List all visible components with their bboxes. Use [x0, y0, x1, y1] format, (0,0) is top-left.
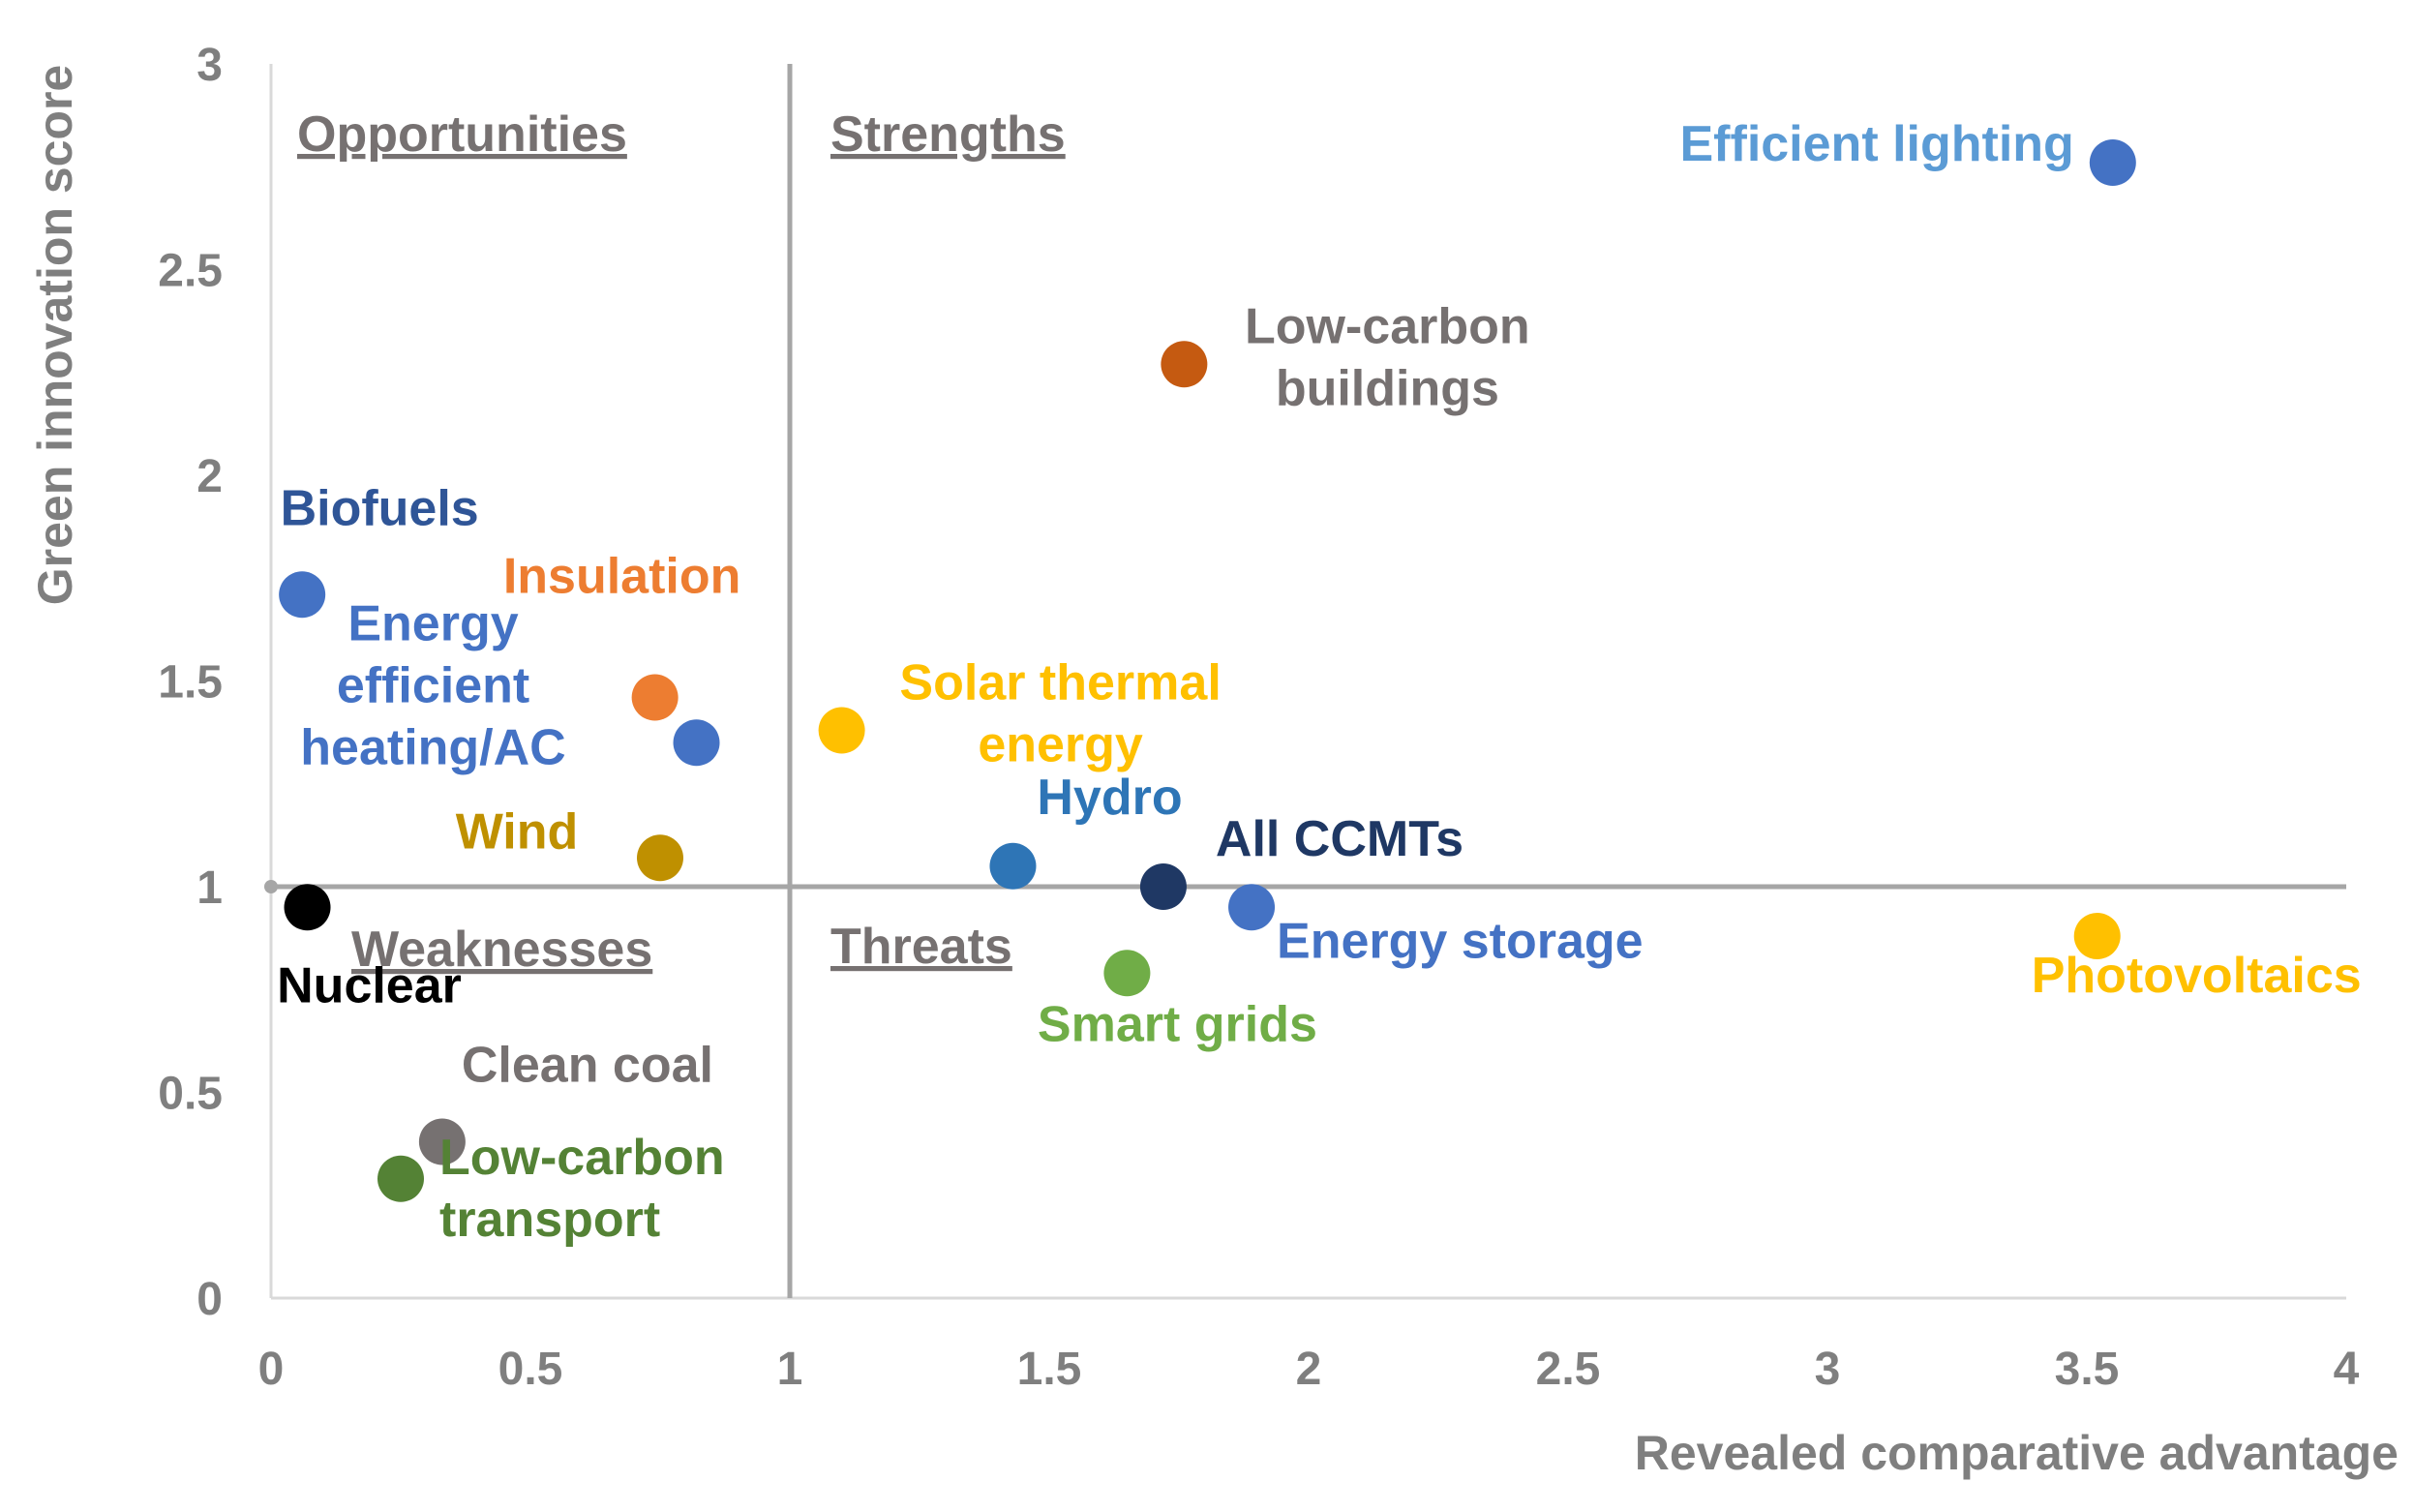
x-tick-label: 3.5 — [2055, 1344, 2120, 1395]
point-all-ccmts — [1139, 863, 1187, 910]
point-label-line: Wind — [456, 803, 579, 860]
point-label-line: energy — [978, 717, 1143, 773]
point-insulation — [631, 674, 679, 721]
point-label-line: efficient — [337, 657, 529, 713]
point-label-line: Hydro — [1037, 770, 1182, 826]
quadrant-labels: Opportunities Strengths Weaknesses Threats — [297, 106, 1066, 978]
x-tick-label: 0 — [258, 1344, 285, 1395]
reference-line-marker — [264, 880, 278, 893]
quadrant-label-weaknesses: Weaknesses — [351, 922, 652, 978]
data-points — [279, 139, 2136, 1202]
point-label-line: Energy — [347, 595, 518, 651]
quadrant-label-threats: Threats — [830, 919, 1012, 975]
point-label-line: heating/AC — [300, 719, 565, 775]
point-nuclear — [284, 884, 331, 931]
point-label-line: Clean coal — [462, 1038, 713, 1094]
point-label-energy-storage: Energy storage — [1277, 913, 1644, 969]
y-tick-label: 2 — [196, 451, 223, 502]
y-tick-label: 0.5 — [158, 1069, 223, 1120]
point-label-all-ccmts: All CCMTs — [1216, 811, 1463, 867]
y-tick-label: 0 — [196, 1274, 223, 1325]
point-label-line: Efficient lighting — [1680, 116, 2074, 172]
y-tick-label: 1 — [196, 862, 223, 914]
point-energy-storage — [1228, 884, 1276, 931]
point-label-solar-thermal-energy: Solar thermal energy — [899, 655, 1221, 773]
point-label-efficient-lighting: Efficient lighting — [1680, 116, 2074, 172]
y-axis-title: Green innovation score — [28, 65, 82, 605]
point-label-line: Solar thermal — [899, 655, 1221, 711]
point-hydro — [989, 842, 1037, 890]
point-clean-coal — [418, 1118, 466, 1165]
point-low-carbon-transport — [377, 1155, 424, 1202]
point-wind — [637, 834, 683, 882]
point-label-line: Nuclear — [277, 957, 462, 1013]
point-label-clean-coal: Clean coal — [462, 1038, 713, 1094]
x-tick-label: 0.5 — [498, 1344, 563, 1395]
point-label-biofuels: Biofuels — [281, 480, 479, 536]
point-label-hydro: Hydro — [1037, 770, 1182, 826]
point-label-wind: Wind — [456, 803, 579, 860]
point-label-line: Low-carbon — [439, 1130, 725, 1186]
x-tick-label: 2 — [1296, 1344, 1322, 1395]
point-label-smart-grids: Smart grids — [1038, 996, 1317, 1052]
point-label-nuclear: Nuclear — [277, 957, 462, 1013]
point-label-line: Energy storage — [1277, 913, 1644, 969]
point-label-line: transport — [439, 1192, 660, 1248]
y-tick-label: 2.5 — [158, 246, 223, 297]
y-tick-label: 3 — [196, 40, 223, 91]
point-photovoltaics — [2073, 913, 2121, 959]
point-label-energy-efficient-heating-ac: Energy efficient heating/AC — [300, 595, 565, 775]
x-tick-label: 2.5 — [1536, 1344, 1601, 1395]
point-label-low-carbon-transport: Low-carbon transport — [439, 1130, 725, 1248]
x-tick-label: 3 — [1815, 1344, 1841, 1395]
point-label-line: Low-carbon — [1245, 298, 1530, 354]
quadrant-label-opportunities: Opportunities — [297, 106, 627, 163]
x-axis-title: Revealed comparative advantage — [1635, 1426, 2399, 1480]
point-biofuels — [279, 571, 326, 619]
point-labels: Efficient lighting Low-carbon buildings Bio… — [277, 116, 2362, 1248]
point-label-line: Smart grids — [1038, 996, 1317, 1052]
y-tick-label: 1.5 — [158, 657, 223, 709]
point-low-carbon-buildings — [1161, 341, 1208, 388]
point-label-low-carbon-buildings: Low-carbon buildings — [1245, 298, 1530, 416]
point-label-line: All CCMTs — [1216, 811, 1463, 867]
point-efficient-lighting — [2089, 139, 2136, 186]
point-smart-grids — [1103, 950, 1151, 997]
point-solar-thermal-energy — [818, 707, 865, 754]
point-label-line: Insulation — [503, 549, 741, 605]
quadrant-label-strengths: Strengths — [830, 106, 1066, 163]
point-label-line: buildings — [1276, 360, 1499, 416]
point-label-line: Photovoltaics — [2032, 948, 2362, 1004]
tick-labels: 0 0.5 1 1.5 2 2.5 3 3.5 4 0 0.5 1 1.5 2 2.5 3 — [158, 40, 2359, 1395]
x-tick-label: 1 — [777, 1344, 803, 1395]
x-tick-label: 1.5 — [1017, 1344, 1082, 1395]
point-label-photovoltaics: Photovoltaics — [2032, 948, 2362, 1004]
point-energy-efficient-heating-ac — [673, 719, 720, 767]
point-label-insulation: Insulation — [503, 549, 741, 605]
axes-layer — [264, 64, 2346, 1300]
x-tick-label: 4 — [2334, 1344, 2360, 1395]
point-label-line: Biofuels — [281, 480, 479, 536]
